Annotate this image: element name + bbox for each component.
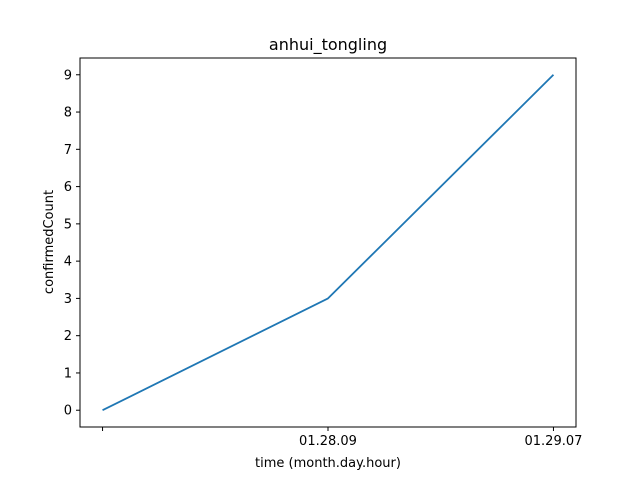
y-tick-label: 0 bbox=[64, 404, 72, 419]
y-tick-label: 7 bbox=[64, 143, 72, 158]
y-tick-label: 9 bbox=[64, 68, 72, 83]
y-tick-label: 8 bbox=[64, 106, 72, 121]
chart-title: anhui_tongling bbox=[269, 35, 387, 55]
y-tick-label: 5 bbox=[64, 217, 72, 232]
y-tick-label: 6 bbox=[64, 180, 72, 195]
x-tick-label: 01.29.07 bbox=[525, 434, 583, 449]
y-tick-label: 1 bbox=[64, 366, 72, 381]
y-tick-label: 4 bbox=[64, 255, 72, 270]
x-tick-label: 01.28.09 bbox=[299, 434, 357, 449]
y-axis-label: confirmedCount bbox=[42, 190, 57, 294]
y-tick-label: 2 bbox=[64, 329, 72, 344]
x-axis-label: time (month.day.hour) bbox=[255, 456, 401, 471]
y-tick-label: 3 bbox=[64, 292, 72, 307]
